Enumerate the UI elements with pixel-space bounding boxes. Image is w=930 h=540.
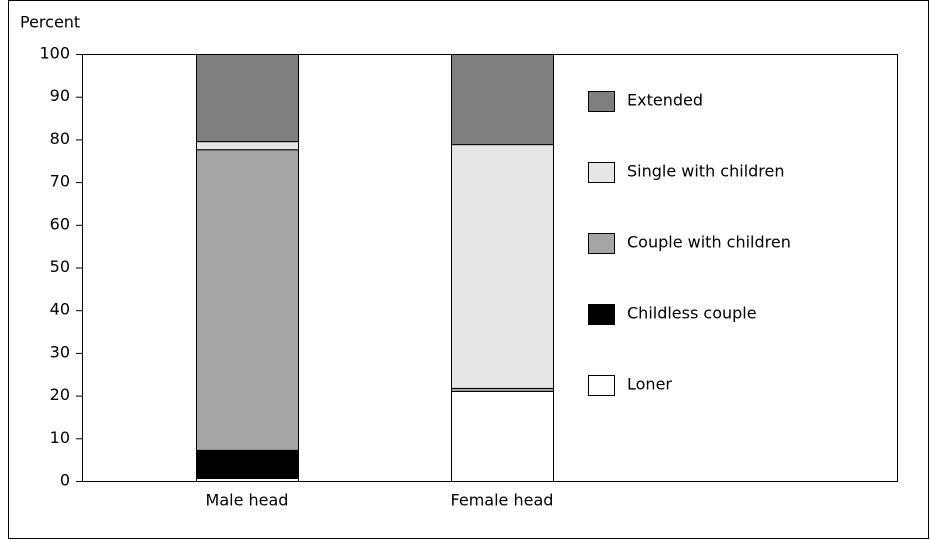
bar-segment — [196, 449, 299, 480]
y-tick-label: 50 — [50, 257, 70, 276]
legend-swatch — [588, 91, 615, 112]
y-tick-label: 10 — [50, 428, 70, 447]
y-tick-label: 100 — [39, 44, 70, 63]
y-axis-label: Percent — [20, 13, 80, 32]
y-tick-label: 80 — [50, 129, 70, 148]
bar-segment — [451, 144, 554, 389]
y-tick-label: 30 — [50, 342, 70, 361]
bar-segment — [451, 54, 554, 146]
legend-swatch — [588, 304, 615, 325]
legend-label: Extended — [627, 91, 703, 110]
legend-label: Couple with children — [627, 233, 791, 252]
y-tick-label: 0 — [60, 471, 70, 490]
legend-label: Childless couple — [627, 304, 757, 323]
x-tick-label: Female head — [451, 491, 554, 510]
bar-segment — [196, 141, 299, 151]
legend-label: Single with children — [627, 162, 785, 181]
x-tick-label: Male head — [206, 491, 289, 510]
y-tick-label: 90 — [50, 86, 70, 105]
bar-segment — [451, 390, 554, 483]
y-tick-label: 70 — [50, 172, 70, 191]
legend-swatch — [588, 233, 615, 254]
legend-swatch — [588, 375, 615, 396]
legend-label: Loner — [627, 375, 672, 394]
y-tick-label: 40 — [50, 300, 70, 319]
y-tick-label: 20 — [50, 385, 70, 404]
y-tick-label: 60 — [50, 214, 70, 233]
legend-swatch — [588, 162, 615, 183]
bar-segment — [196, 54, 299, 143]
bar-segment — [196, 149, 299, 451]
